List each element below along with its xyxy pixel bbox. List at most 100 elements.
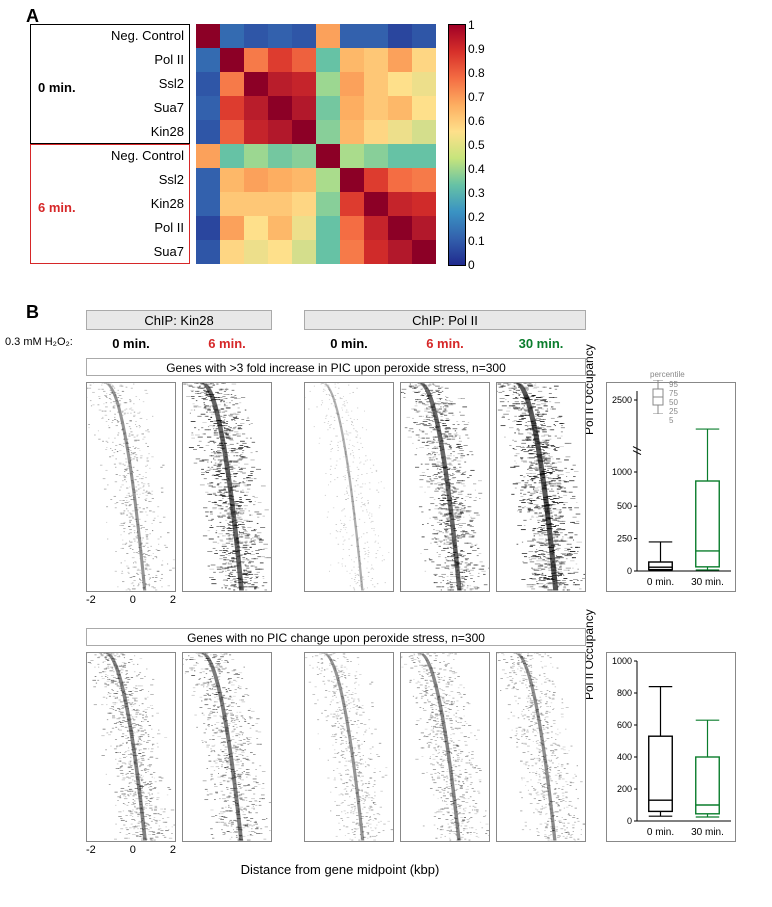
heatmap-cell: [292, 24, 316, 48]
heatmap-cell: [388, 120, 412, 144]
heatmap-cell: [244, 48, 268, 72]
heatmap-cell: [316, 48, 340, 72]
heatmap-cell: [388, 168, 412, 192]
panel-a: 0 min. 6 min. Neg. ControlPol IISsl2Sua7…: [30, 10, 530, 290]
heatmap-cell: [340, 192, 364, 216]
heatmap-cell: [292, 48, 316, 72]
heatmap-cell: [412, 168, 436, 192]
heatmap-cell: [316, 240, 340, 264]
heatmap-cell: [292, 96, 316, 120]
heatmap-cell: [196, 192, 220, 216]
heatmap-cell: [364, 240, 388, 264]
heatmap-cell: [292, 192, 316, 216]
heatmap-cell: [316, 144, 340, 168]
heatmap-cell: [316, 24, 340, 48]
heatmap-cell: [364, 24, 388, 48]
heatmap-cell: [412, 96, 436, 120]
heatmap-cell: [292, 240, 316, 264]
heatmap-cell: [196, 168, 220, 192]
colorbar-tick: 0.6: [468, 114, 485, 128]
heatmap-cell: [196, 72, 220, 96]
heatmap-cell: [196, 144, 220, 168]
colorbar-tick: 0.2: [468, 210, 485, 224]
heatmap-cell: [412, 72, 436, 96]
heatmap-cell: [292, 120, 316, 144]
panel-b: ChIP: Kin28 ChIP: Pol II 0.3 mM H₂O₂: 0 …: [30, 310, 742, 890]
heatmap-cell: [220, 48, 244, 72]
heatmap-cell: [340, 216, 364, 240]
heatmap-cell: [220, 144, 244, 168]
heatmap-cell: [196, 24, 220, 48]
correlation-heatmap: [196, 24, 436, 264]
heatmap-cell: [412, 144, 436, 168]
heatmap-cell: [268, 192, 292, 216]
figure: A 0 min. 6 min. Neg. ControlPol IISsl2Su…: [0, 0, 772, 907]
chipseq-heatmap-column: [86, 652, 176, 842]
heatmap-cell: [220, 192, 244, 216]
chipseq-heatmap-column: [496, 652, 586, 842]
heatmap-cell: [412, 120, 436, 144]
heatmap-cell: [220, 216, 244, 240]
heatmap-cell: [244, 96, 268, 120]
heatmap-cell: [388, 240, 412, 264]
heatmap-cell: [364, 72, 388, 96]
heatmap-cell: [292, 72, 316, 96]
row-label: Neg. Control: [70, 144, 190, 168]
colorbar-tick: 0.5: [468, 138, 485, 152]
heatmap-cell: [388, 72, 412, 96]
heatmap-cell: [364, 96, 388, 120]
heatmap-cell: [340, 48, 364, 72]
chipseq-heatmap-column: [400, 652, 490, 842]
heatmap-cell: [364, 216, 388, 240]
heatmap-row-labels: Neg. ControlPol IISsl2Sua7Kin28Neg. Cont…: [70, 24, 190, 264]
heatmap-cell: [340, 240, 364, 264]
heatmap-cell: [268, 72, 292, 96]
row-label: Ssl2: [70, 168, 190, 192]
row-label: Kin28: [70, 192, 190, 216]
heatmap-cell: [364, 144, 388, 168]
heatmap-cell: [388, 192, 412, 216]
colorbar-tick: 0.3: [468, 186, 485, 200]
row-label: Sua7: [70, 240, 190, 264]
heatmap-cell: [340, 96, 364, 120]
heatmap-cell: [196, 48, 220, 72]
heatmap-cell: [316, 72, 340, 96]
heatmap-cell: [244, 192, 268, 216]
heatmap-cell: [268, 168, 292, 192]
heatmap-cell: [412, 192, 436, 216]
heatmap-cell: [316, 216, 340, 240]
heatmap-cell: [412, 24, 436, 48]
colorbar-tick: 0.9: [468, 42, 485, 56]
heatmap-cell: [220, 72, 244, 96]
heatmap-cell: [292, 144, 316, 168]
colorbar-tick: 0.4: [468, 162, 485, 176]
heatmap-cell: [268, 48, 292, 72]
heatmap-cell: [364, 120, 388, 144]
heatmap-cell: [388, 24, 412, 48]
chipseq-heatmap-column: [304, 652, 394, 842]
heatmap-cell: [196, 240, 220, 264]
heatmap-cell: [244, 72, 268, 96]
colorbar-tick: 0: [468, 258, 475, 272]
heatmap-cell: [292, 216, 316, 240]
row-label: Sua7: [70, 96, 190, 120]
colorbar: [448, 24, 466, 266]
heatmap-cell: [268, 24, 292, 48]
chipseq-heatmap-column: [182, 652, 272, 842]
heatmap-cell: [388, 96, 412, 120]
heatmap-cell: [388, 144, 412, 168]
heatmap-cell: [340, 144, 364, 168]
colorbar-tick: 0.8: [468, 66, 485, 80]
heatmap-cell: [292, 168, 316, 192]
heatmap-cell: [316, 120, 340, 144]
row-label: Neg. Control: [70, 24, 190, 48]
row-label: Kin28: [70, 120, 190, 144]
heatmap-cell: [316, 96, 340, 120]
heatmap-cell: [364, 168, 388, 192]
heatmap-cell: [268, 216, 292, 240]
heatmap-cell: [220, 168, 244, 192]
heatmap-cell: [196, 120, 220, 144]
heatmap-cell: [268, 96, 292, 120]
heatmap-cell: [268, 240, 292, 264]
row-label: Pol II: [70, 48, 190, 72]
